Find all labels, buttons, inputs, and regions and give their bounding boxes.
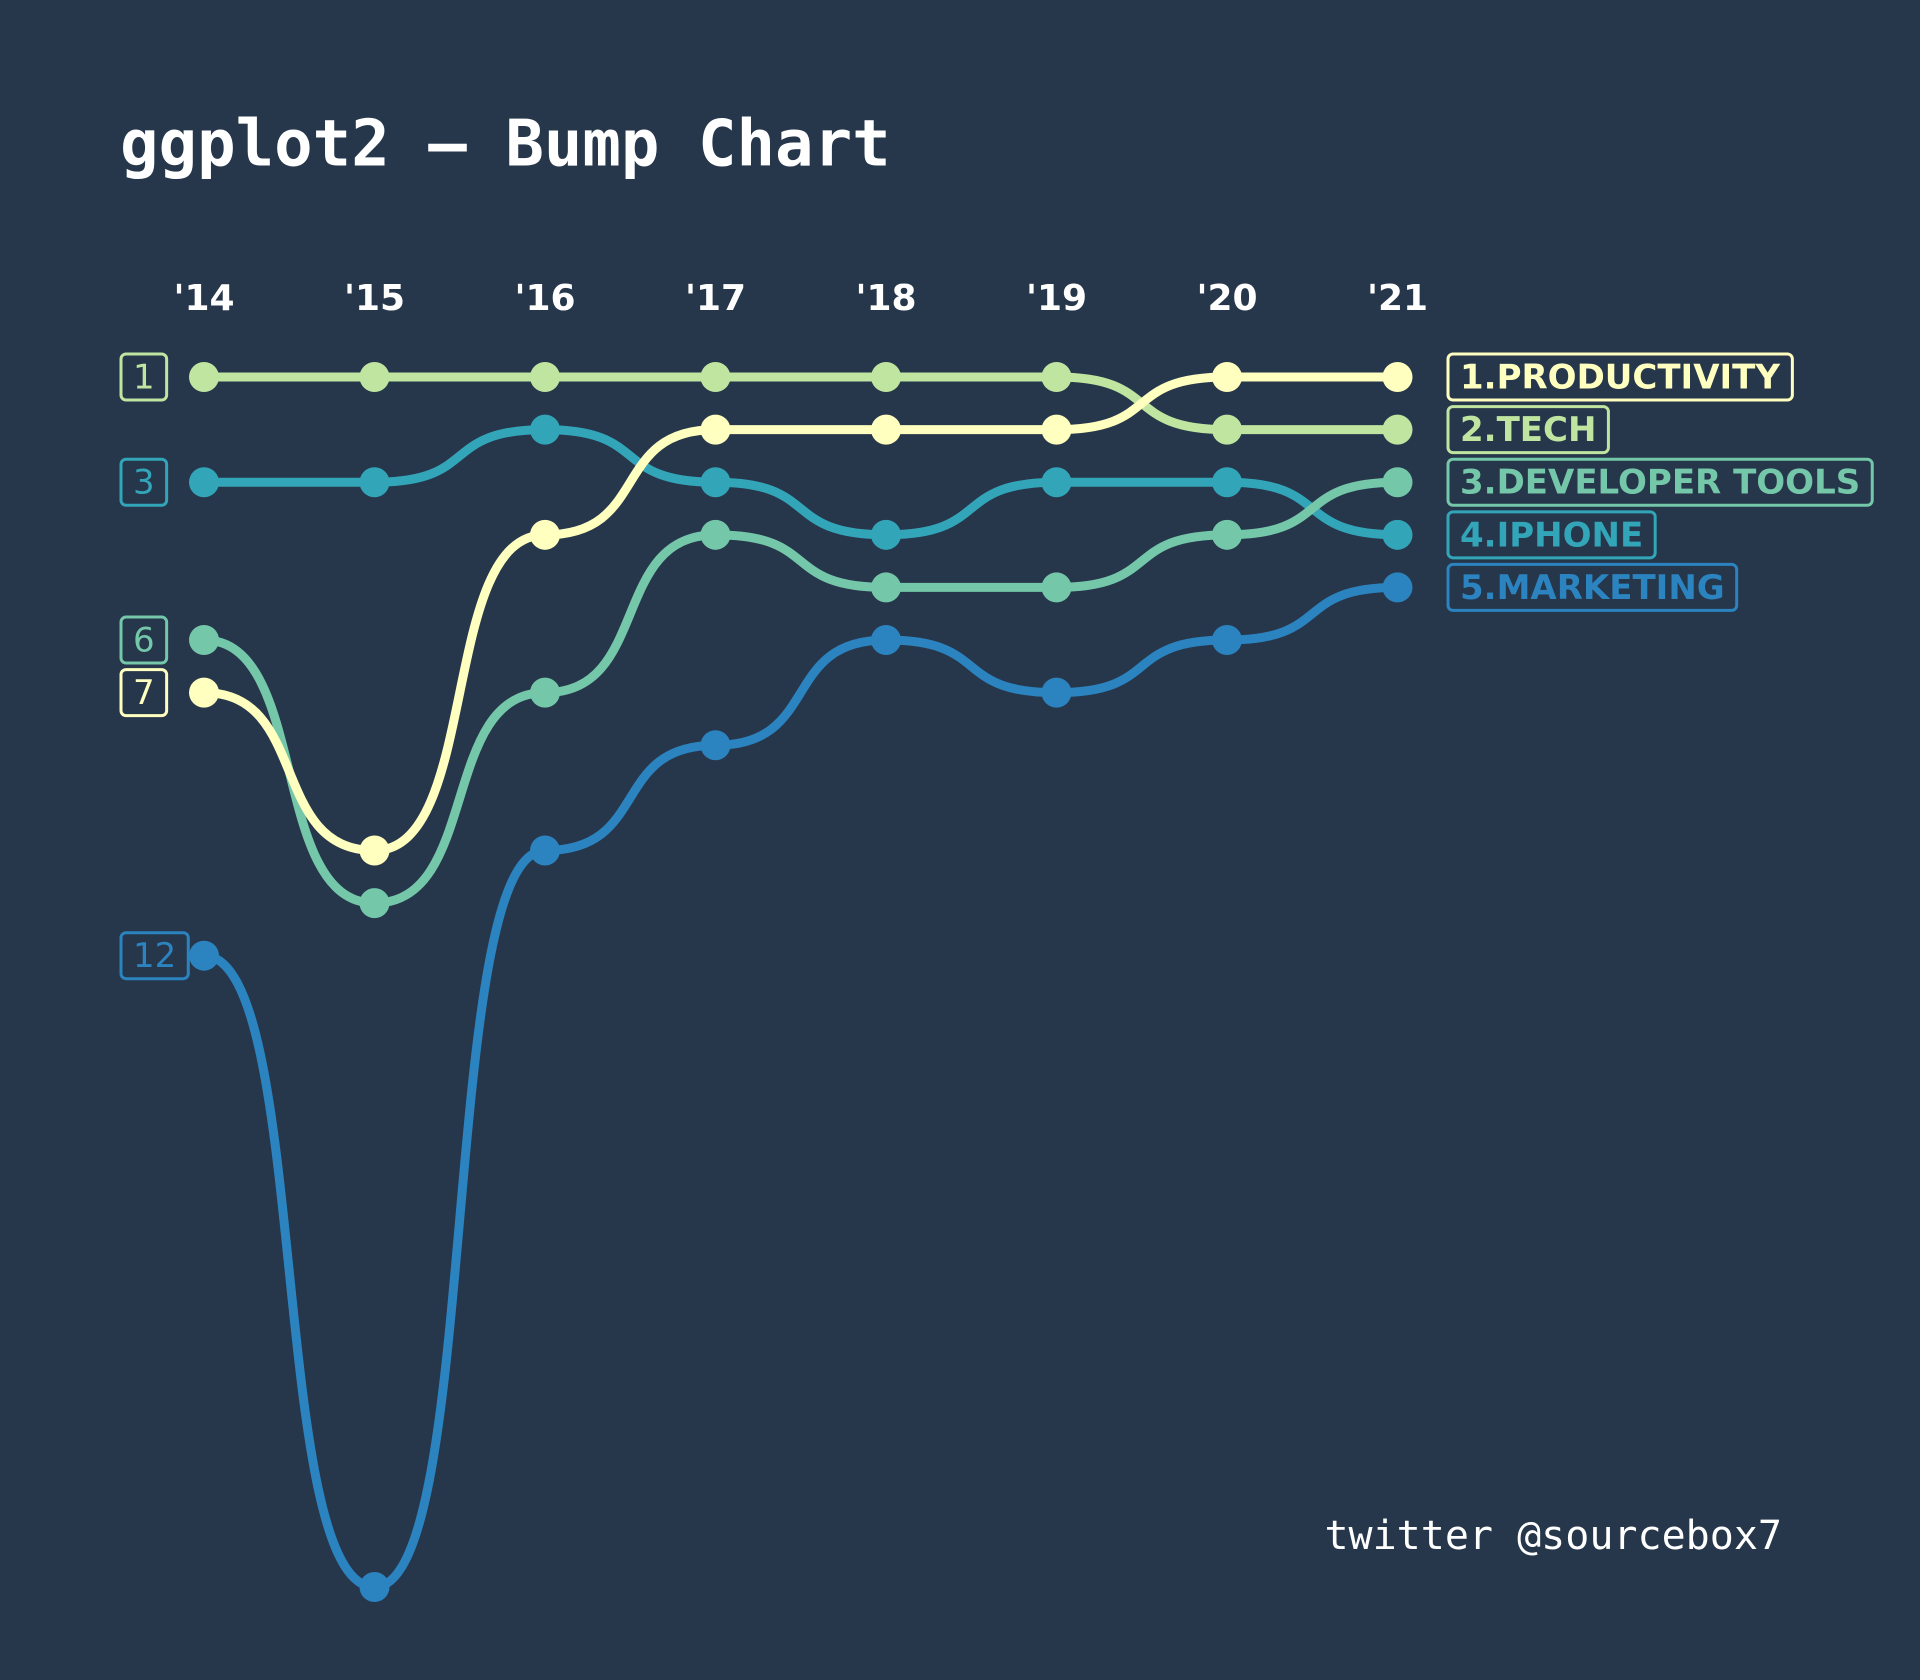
start-rank-label: 6	[133, 621, 155, 661]
x-tick-label: '21	[1367, 278, 1428, 319]
point	[1382, 572, 1413, 603]
start-rank-box	[119, 615, 169, 665]
x-tick-label: '16	[514, 278, 575, 319]
point	[700, 730, 731, 761]
series-line	[199, 372, 1402, 435]
start-rank-box	[119, 931, 190, 981]
point	[871, 625, 901, 656]
point	[189, 940, 219, 971]
legend-label: 4.IPHONE	[1460, 515, 1643, 555]
point	[871, 572, 901, 603]
point	[530, 414, 560, 445]
point	[530, 835, 560, 866]
point	[359, 888, 390, 919]
x-tick-label: '19	[1026, 278, 1087, 319]
chart-title: ggplot2 — Bump Chart	[120, 108, 891, 182]
point	[1041, 572, 1072, 603]
point	[530, 362, 560, 392]
point	[1382, 519, 1413, 550]
legend-box	[1446, 510, 1657, 560]
point	[1212, 519, 1242, 550]
legend-box	[1446, 405, 1610, 455]
point	[1041, 677, 1072, 708]
point	[359, 835, 390, 866]
point	[1212, 467, 1242, 498]
point	[359, 1572, 390, 1602]
legend-box	[1446, 562, 1739, 612]
x-tick-label: '17	[685, 278, 746, 319]
x-tick-label: '20	[1196, 278, 1257, 319]
point	[700, 467, 731, 498]
start-rank-label: 12	[133, 936, 176, 976]
start-rank-box	[119, 352, 169, 402]
point	[189, 467, 219, 498]
point	[871, 519, 901, 550]
legend-box	[1446, 457, 1874, 507]
point	[359, 362, 390, 392]
start-rank-box	[119, 668, 169, 718]
point	[1212, 362, 1242, 392]
legend-box	[1446, 352, 1794, 402]
start-rank-label: 7	[133, 673, 155, 713]
legend-label: 3.DEVELOPER TOOLS	[1460, 463, 1860, 503]
point	[530, 677, 560, 708]
point	[1041, 414, 1072, 445]
point	[1041, 362, 1072, 392]
legend-label: 5.MARKETING	[1460, 568, 1725, 608]
point	[1212, 414, 1242, 445]
start-rank-label: 1	[133, 358, 155, 398]
point	[700, 414, 731, 445]
point	[530, 519, 560, 550]
point	[189, 625, 219, 656]
point	[1041, 467, 1072, 498]
point	[871, 362, 901, 392]
point	[359, 467, 390, 498]
start-rank-label: 3	[133, 463, 155, 503]
point	[1382, 362, 1413, 392]
point	[700, 519, 731, 550]
point	[700, 362, 731, 392]
point	[871, 414, 901, 445]
x-tick-label: '18	[855, 278, 916, 319]
x-tick-label: '15	[344, 278, 405, 319]
series-line	[199, 425, 1402, 540]
point	[1382, 467, 1413, 498]
series-line	[199, 582, 1402, 1592]
point	[1382, 414, 1413, 445]
x-tick-label: '14	[173, 278, 234, 319]
legend-label: 1.PRODUCTIVITY	[1460, 358, 1780, 398]
caption: twitter @sourcebox7	[1324, 1513, 1782, 1559]
legend-label: 2.TECH	[1460, 410, 1596, 450]
point	[189, 677, 219, 708]
point	[189, 362, 219, 392]
point	[1212, 625, 1242, 656]
start-rank-box	[119, 457, 169, 507]
